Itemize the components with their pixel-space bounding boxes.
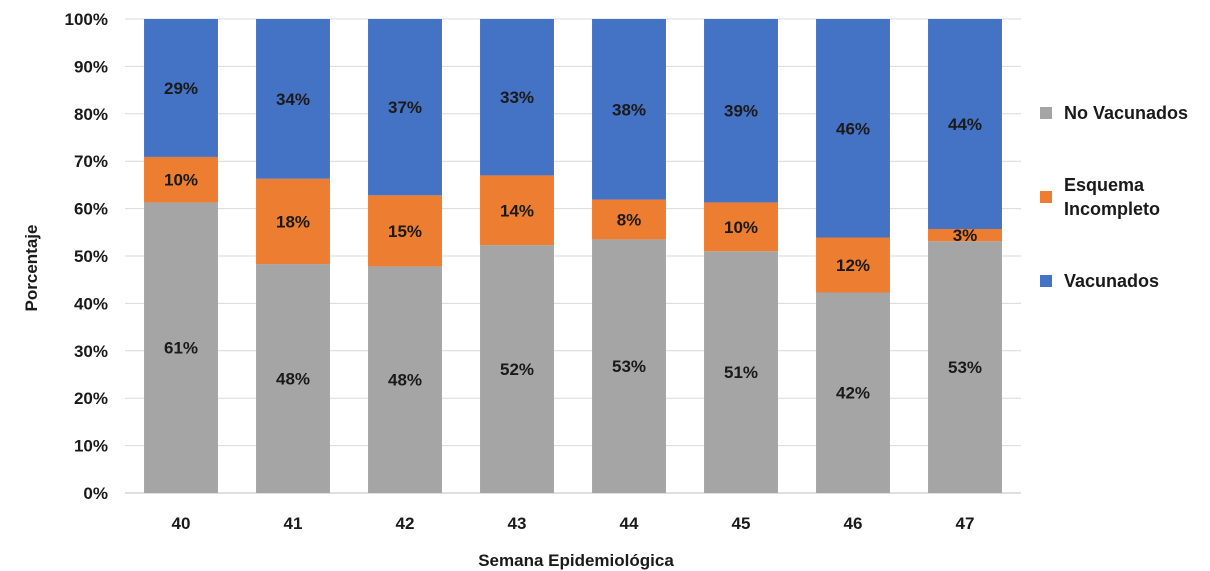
bar-segment	[368, 19, 442, 196]
data-label: 48%	[388, 371, 422, 390]
data-label: 42%	[836, 384, 870, 403]
legend-swatch	[1040, 107, 1052, 119]
bar-segment	[592, 239, 666, 493]
bar-segment	[144, 156, 218, 203]
data-label: 8%	[617, 211, 642, 230]
data-label: 29%	[164, 79, 198, 98]
x-tick-label: 40	[172, 514, 191, 533]
y-tick-label: 100%	[65, 10, 108, 29]
y-tick-label: 90%	[74, 57, 108, 76]
y-tick-label: 50%	[74, 247, 108, 266]
data-label: 12%	[836, 256, 870, 275]
legend-label: Vacunados	[1064, 271, 1159, 291]
data-label: 10%	[724, 218, 758, 237]
legend-label: Esquema	[1064, 175, 1145, 195]
bar-segment	[368, 266, 442, 493]
data-label: 18%	[276, 212, 310, 231]
data-label: 48%	[276, 370, 310, 389]
bar-segment	[144, 19, 218, 157]
data-label: 14%	[500, 201, 534, 220]
y-tick-label: 0%	[83, 484, 108, 503]
bar-segment	[592, 199, 666, 240]
legend-swatch	[1040, 275, 1052, 287]
data-label: 46%	[836, 119, 870, 138]
bar-segment	[592, 19, 666, 200]
bar-segment	[816, 292, 890, 493]
bar-segment	[368, 195, 442, 267]
bar-segment	[928, 228, 1002, 242]
bar-segment	[480, 19, 554, 176]
data-label: 15%	[388, 222, 422, 241]
bar-segment	[480, 175, 554, 246]
bar-segment	[704, 202, 778, 252]
x-tick-label: 43	[508, 514, 527, 533]
y-axis-title: Porcentaje	[22, 225, 41, 312]
y-tick-label: 30%	[74, 342, 108, 361]
bar-segment	[256, 178, 330, 265]
y-tick-label: 20%	[74, 389, 108, 408]
y-tick-label: 80%	[74, 105, 108, 124]
data-label: 53%	[948, 358, 982, 377]
data-label: 34%	[276, 90, 310, 109]
bar-segment	[816, 19, 890, 238]
bar-segment	[480, 245, 554, 493]
data-label: 33%	[500, 88, 534, 107]
y-tick-label: 10%	[74, 437, 108, 456]
bar-segment	[928, 19, 1002, 229]
x-tick-label: 44	[620, 514, 639, 533]
bar-segment	[816, 237, 890, 293]
x-tick-label: 42	[396, 514, 415, 533]
data-label: 61%	[164, 339, 198, 358]
bar-segment	[704, 19, 778, 203]
data-labels: 61% 10% 29% 48% 18% 34% 48% 15% 37% 52% 14% 33% 53% 8…	[164, 79, 982, 403]
data-label: 38%	[612, 100, 646, 119]
data-label: 3%	[953, 226, 978, 245]
legend-label: No Vacunados	[1064, 103, 1188, 123]
y-tick-label: 40%	[74, 294, 108, 313]
data-label: 53%	[612, 357, 646, 376]
data-label: 37%	[388, 98, 422, 117]
x-tick-label: 41	[284, 514, 303, 533]
data-label: 51%	[724, 363, 758, 382]
bar-segment	[928, 241, 1002, 493]
data-label: 39%	[724, 102, 758, 121]
data-label: 52%	[500, 360, 534, 379]
x-axis-title: Semana Epidemiológica	[478, 551, 674, 570]
bar-segment	[256, 19, 330, 179]
bars	[144, 19, 1002, 494]
bar-segment	[144, 202, 218, 494]
legend-swatch	[1040, 191, 1052, 203]
legend: No Vacunados Esquema Incompleto Vacunados	[1040, 103, 1188, 291]
data-label: 10%	[164, 171, 198, 190]
bar-segment	[704, 251, 778, 493]
x-axis: 40 41 42 43 44 45 46 47	[172, 514, 975, 533]
x-tick-label: 45	[732, 514, 751, 533]
legend-label: Incompleto	[1064, 199, 1160, 219]
y-tick-label: 60%	[74, 200, 108, 219]
x-tick-label: 46	[844, 514, 863, 533]
y-tick-label: 70%	[74, 152, 108, 171]
data-label: 44%	[948, 115, 982, 134]
x-tick-label: 47	[956, 514, 975, 533]
bar-segment	[256, 264, 330, 493]
y-axis: 0% 10% 20% 30% 40% 50% 60% 70% 80% 90% 100%	[65, 10, 108, 503]
